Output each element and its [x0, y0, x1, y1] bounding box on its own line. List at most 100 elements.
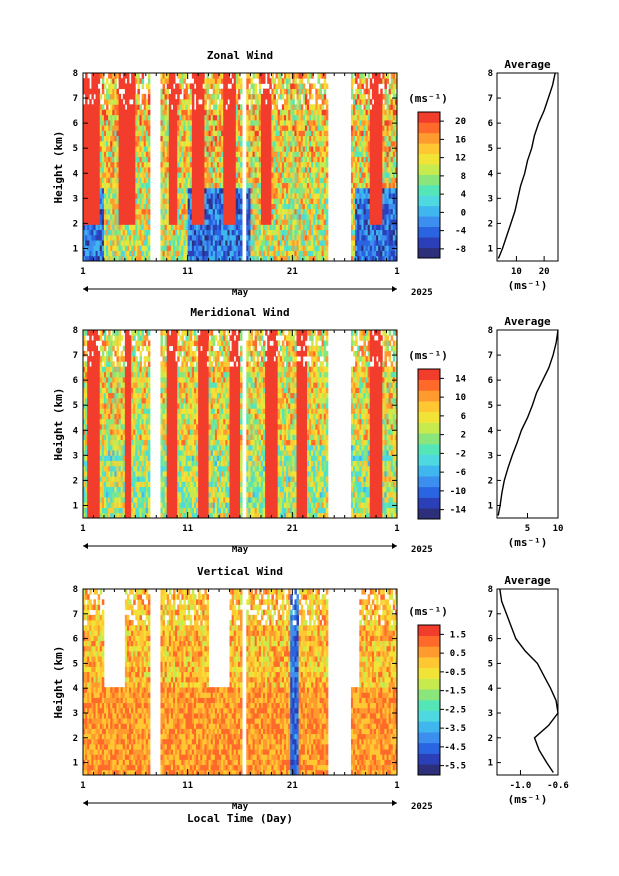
heatmap-cell	[160, 93, 163, 100]
heatmap-cell	[83, 167, 86, 173]
heatmap-cell	[189, 120, 193, 126]
heatmap-cell	[129, 140, 132, 147]
heatmap-cell	[166, 146, 170, 152]
heatmap-cell	[325, 120, 329, 126]
y-tick-label: 4	[73, 169, 79, 179]
heatmap-cell	[196, 151, 199, 157]
heatmap-cell	[196, 140, 199, 147]
heatmap-cell	[129, 229, 132, 236]
heatmap-cell	[126, 250, 130, 257]
heatmap-cell	[85, 229, 88, 236]
heatmap-cell	[101, 130, 105, 137]
heatmap-cell	[179, 104, 182, 110]
heatmap-cell	[216, 83, 220, 90]
heatmap-cell	[196, 161, 199, 168]
heatmap-cell	[93, 78, 96, 84]
heatmap-cell	[83, 234, 86, 241]
heatmap-cell	[112, 156, 115, 163]
heatmap-cell	[93, 83, 96, 90]
heatmap-cell	[187, 83, 191, 90]
heatmap-cell	[166, 250, 170, 257]
heatmap-cell	[187, 130, 191, 137]
heatmap-cell	[143, 234, 147, 241]
heatmap-cell	[214, 99, 218, 105]
heatmap-cell	[141, 146, 145, 152]
heatmap-cell	[106, 151, 109, 157]
heatmap-cell	[325, 193, 329, 199]
heatmap-cell	[108, 125, 111, 131]
heatmap-cell	[185, 125, 189, 131]
heatmap-cell	[95, 114, 99, 121]
heatmap-cell	[99, 219, 103, 225]
heatmap-cell	[85, 198, 88, 204]
profile-y-tick-label: 2	[488, 219, 493, 229]
heatmap-cell	[198, 146, 201, 152]
heatmap-cell	[240, 208, 243, 215]
heatmap-cell	[114, 193, 117, 199]
heatmap-cell	[160, 172, 163, 178]
heatmap-cell	[103, 172, 107, 178]
heatmap-cell	[173, 109, 176, 116]
heatmap-cell	[93, 177, 96, 184]
heatmap-cell	[164, 240, 168, 246]
heatmap-cell	[187, 99, 191, 105]
colorbar-tick-label: 4	[461, 190, 467, 200]
heatmap-cell	[93, 104, 96, 110]
heatmap-cell	[168, 172, 172, 178]
heatmap-cell	[110, 99, 113, 105]
heatmap-cell	[91, 114, 94, 121]
heatmap-cell	[173, 177, 176, 184]
heatmap-cell	[145, 172, 149, 178]
heatmap-cell	[95, 187, 99, 194]
heatmap-cell	[170, 83, 174, 90]
heatmap-cell	[177, 161, 180, 168]
heatmap-cell	[183, 114, 186, 121]
heatmap-cell	[143, 156, 147, 163]
heatmap-cell	[122, 193, 126, 199]
heatmap-cell	[141, 182, 145, 189]
heatmap-cell	[110, 172, 113, 178]
heatmap-cell	[135, 120, 138, 126]
heatmap-cell	[124, 125, 128, 131]
heatmap-cell	[129, 83, 132, 90]
heatmap-cell	[160, 229, 163, 236]
colorbar-segment	[418, 237, 440, 248]
heatmap-cell	[126, 114, 130, 121]
heatmap-cell	[91, 240, 94, 246]
heatmap-cell	[118, 255, 122, 262]
heatmap-cell	[164, 114, 168, 121]
heatmap-cell	[166, 78, 170, 84]
heatmap-cell	[288, 73, 291, 79]
heatmap-cell	[196, 146, 199, 152]
heatmap-cell	[193, 208, 197, 215]
heatmap-cell	[108, 109, 111, 116]
heatmap-cell	[91, 125, 94, 131]
heatmap-cell	[143, 135, 147, 142]
heatmap-cell	[87, 240, 90, 246]
heatmap-cell	[85, 93, 88, 100]
heatmap-cell	[106, 99, 109, 105]
y-tick-label: 3	[73, 194, 78, 204]
heatmap-cell	[185, 203, 189, 210]
heatmap-cell	[97, 151, 101, 157]
heatmap-cell	[91, 120, 94, 126]
heatmap-cell	[187, 120, 191, 126]
heatmap-cell	[175, 109, 178, 116]
heatmap-cell	[177, 208, 180, 215]
heatmap-cell	[145, 161, 149, 168]
heatmap-cell	[93, 161, 96, 168]
heatmap-cell	[173, 172, 176, 178]
heatmap-cell	[95, 214, 99, 220]
heatmap-cell	[141, 120, 145, 126]
heatmap-cell	[87, 245, 90, 251]
heatmap-cell	[162, 250, 166, 257]
heatmap-cell	[126, 245, 130, 251]
heatmap-cell	[198, 167, 201, 173]
heatmap-cell	[170, 250, 174, 257]
heatmap-cell	[108, 99, 111, 105]
heatmap-cell	[191, 234, 195, 241]
x-tick-label: 1	[80, 267, 85, 277]
heatmap-cell	[116, 114, 119, 121]
heatmap-cell	[386, 78, 390, 84]
heatmap-cell	[126, 73, 130, 79]
